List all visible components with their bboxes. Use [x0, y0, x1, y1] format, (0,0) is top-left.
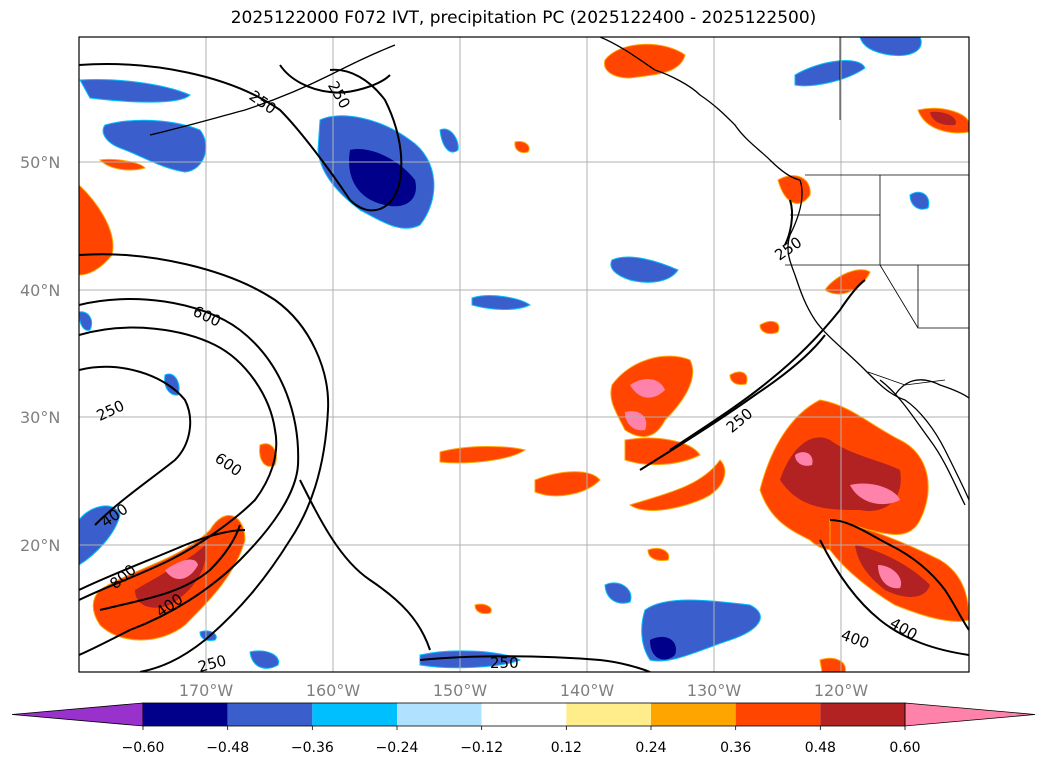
- map-title: 2025122000 F072 IVT, precipitation PC (2…: [230, 8, 817, 28]
- precip-blob: [349, 149, 416, 207]
- lon-label-150w: 150°W: [433, 681, 488, 700]
- colorbar: −0.60 −0.48 −0.36 −0.24 −0.12 0.12 0.24 0.36 0.4…: [11, 702, 1036, 756]
- precip-blob: [471, 295, 531, 310]
- precip-blob: [795, 452, 813, 466]
- precip-blob: [909, 191, 930, 210]
- ivt-contour-250: [829, 519, 969, 631]
- lon-label-130w: 130°W: [687, 681, 742, 700]
- lat-label-40n: 40°N: [20, 281, 60, 300]
- lon-label-120w: 120°W: [814, 681, 869, 700]
- precip-blob: [610, 256, 679, 283]
- precip-blob: [759, 321, 780, 335]
- colorbar-tick-label: −0.36: [291, 740, 334, 756]
- precip-blob: [650, 636, 676, 660]
- lat-label-30n: 30°N: [20, 408, 60, 427]
- precip-blob: [439, 446, 527, 464]
- precip-blob: [625, 411, 647, 431]
- precip-blob: [824, 269, 871, 295]
- ivt-contour-400: [79, 298, 300, 656]
- colorbar-tick-label: 0.12: [551, 740, 582, 756]
- precip-blob: [79, 79, 191, 103]
- lat-label-50n: 50°N: [20, 153, 60, 172]
- ivt-contours: [79, 63, 969, 672]
- colorbar-segment: [820, 703, 905, 726]
- precip-blob: [630, 378, 665, 398]
- lon-label-160w: 160°W: [306, 681, 361, 700]
- ivt-contour-250: [79, 253, 330, 672]
- coastlines: [149, 37, 969, 506]
- precip-blob: [729, 371, 748, 385]
- coastline-alaska-islands: [149, 44, 396, 136]
- ivt-contour-250: [79, 63, 403, 212]
- precip-blob: [819, 657, 846, 672]
- precip-blob: [794, 60, 866, 87]
- colorbar-segment: [651, 703, 736, 726]
- precip-blob: [259, 443, 277, 467]
- precip-blob: [474, 603, 492, 615]
- colorbar-tick-label: 0.36: [720, 740, 751, 756]
- ivt-contour-600: [79, 326, 278, 601]
- graticule: [79, 37, 969, 672]
- precip-blob: [514, 141, 530, 153]
- precip-blob: [419, 650, 522, 669]
- precip-blob: [603, 43, 686, 79]
- ivt-contour-800: [79, 529, 246, 591]
- ivt-contour-250: [419, 655, 651, 672]
- ivt-contour-250: [784, 199, 794, 246]
- colorbar-extend-min: [11, 702, 144, 727]
- precip-blob: [878, 565, 902, 589]
- precip-blob: [628, 459, 726, 511]
- precip-blob: [930, 111, 956, 126]
- ivt-contour-400: [99, 524, 241, 611]
- ivt-contour-250: [279, 64, 391, 94]
- colorbar-tick-label: −0.48: [206, 740, 249, 756]
- lon-label-170w: 170°W: [179, 681, 234, 700]
- colorbar-extend-max: [904, 702, 1036, 727]
- border-state: [867, 371, 946, 386]
- coastline-west-north-america: [787, 179, 969, 501]
- precip-blob: [534, 471, 601, 497]
- colorbar-tick-label: −0.12: [460, 740, 503, 756]
- precip-blob: [102, 119, 207, 173]
- colorbar-segment: [312, 703, 397, 726]
- colorbar-segment: [566, 703, 651, 726]
- political-borders: [785, 37, 969, 386]
- latitude-labels: 50°N 40°N 30°N 20°N: [20, 153, 60, 555]
- map-frame: [78, 36, 970, 673]
- precip-blob: [249, 650, 280, 669]
- ivt-contour-250: [299, 479, 431, 651]
- lat-label-20n: 20°N: [20, 536, 60, 555]
- colorbar-segment: [227, 703, 313, 726]
- colorbar-tick-label: 0.48: [805, 740, 836, 756]
- precip-blob: [79, 505, 121, 566]
- precip-blob: [850, 483, 900, 505]
- coastline-baja: [879, 379, 966, 506]
- colorbar-segment: [735, 703, 821, 726]
- precip-blob: [647, 547, 670, 561]
- colorbar-tick-label: 0.24: [635, 740, 666, 756]
- precip-blob: [79, 311, 93, 331]
- ivt-contour-250: [639, 334, 826, 471]
- ivt-contour-250: [79, 365, 192, 526]
- border-state: [879, 264, 919, 329]
- precipitation-layer: [79, 37, 969, 672]
- longitude-labels: 170°W 160°W 150°W 140°W 130°W 120°W: [179, 681, 869, 700]
- precip-blob: [165, 559, 198, 580]
- colorbar-tick-label: −0.24: [376, 740, 419, 756]
- precip-blob: [859, 37, 922, 57]
- colorbar-tick-label: 0.60: [889, 740, 920, 756]
- ivt-contour-250: [669, 279, 866, 451]
- ivt-contour-400: [819, 539, 969, 656]
- colorbar-segment: [481, 703, 567, 726]
- colorbar-segment: [143, 703, 228, 726]
- colorbar-frame: [142, 702, 906, 727]
- precip-blob: [439, 128, 459, 153]
- colorbar-tick-label: −0.60: [122, 740, 165, 756]
- coastline-alaska: [599, 37, 801, 181]
- contour-label: 250: [490, 654, 519, 672]
- colorbar-segment: [397, 703, 482, 726]
- precip-blob: [604, 582, 632, 604]
- lon-label-140w: 140°W: [560, 681, 615, 700]
